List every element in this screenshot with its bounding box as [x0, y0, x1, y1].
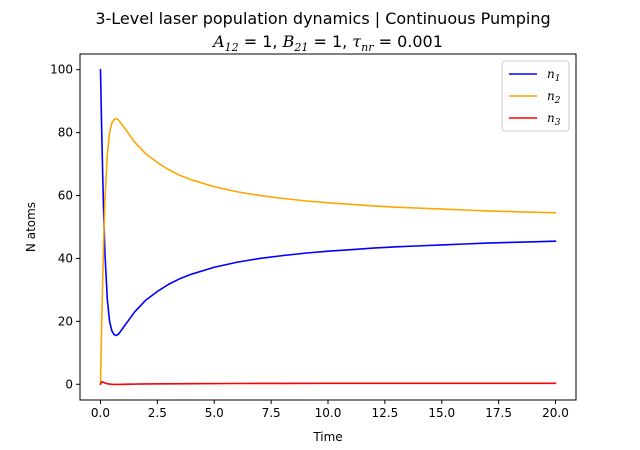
y-tick-label: 80 [58, 126, 73, 140]
subtitle-symbol-2: B [282, 32, 295, 51]
subtitle-subscript-2: 21 [293, 41, 308, 54]
x-tick-label: 17.5 [485, 406, 512, 420]
legend: n1 n2 n3 [501, 60, 570, 132]
subtitle-value-1: = 1, [239, 32, 283, 51]
subtitle-subscript-1: 12 [225, 41, 239, 54]
subtitle-value-3: = 0.001 [374, 32, 443, 51]
subtitle-symbol-3: τ [352, 32, 362, 51]
subtitle-symbol-1: A [211, 32, 225, 51]
y-tick-label: 20 [58, 314, 73, 328]
legend-label-n1: n1 [547, 67, 560, 84]
subtitle-value-2: = 1, [308, 32, 352, 51]
x-tick-label: 10.0 [315, 406, 342, 420]
chart-subtitle: A12 = 1, B21 = 1, τnr = 0.001 [211, 32, 443, 54]
x-tick-label: 0.0 [91, 406, 110, 420]
x-tick-label: 12.5 [372, 406, 399, 420]
y-axis-ticks: 0 20 40 60 80 100 [50, 63, 80, 391]
series-line-n1 [99, 68, 557, 337]
series-line-n2 [99, 117, 557, 386]
y-tick-label: 100 [50, 63, 73, 77]
legend-label-n2: n2 [547, 89, 561, 106]
x-tick-label: 20.0 [542, 406, 569, 420]
series-layer [99, 68, 557, 386]
y-tick-label: 40 [58, 251, 73, 265]
legend-label-n3: n3 [547, 111, 561, 128]
x-axis-ticks: 0.0 2.5 5.0 7.5 10.0 12.5 15.0 17.5 20.0 [91, 400, 569, 420]
x-tick-label: 5.0 [205, 406, 224, 420]
subtitle-subscript-3: nr [361, 41, 374, 54]
x-tick-label: 2.5 [148, 406, 167, 420]
x-tick-label: 15.0 [428, 406, 455, 420]
x-tick-label: 7.5 [262, 406, 281, 420]
y-tick-label: 0 [65, 377, 73, 391]
y-axis-label: N atoms [24, 202, 38, 252]
x-axis-label: Time [312, 430, 342, 444]
series-line-n3 [99, 380, 557, 386]
chart-title: 3-Level laser population dynamics | Cont… [95, 9, 550, 28]
y-tick-label: 60 [58, 189, 73, 203]
